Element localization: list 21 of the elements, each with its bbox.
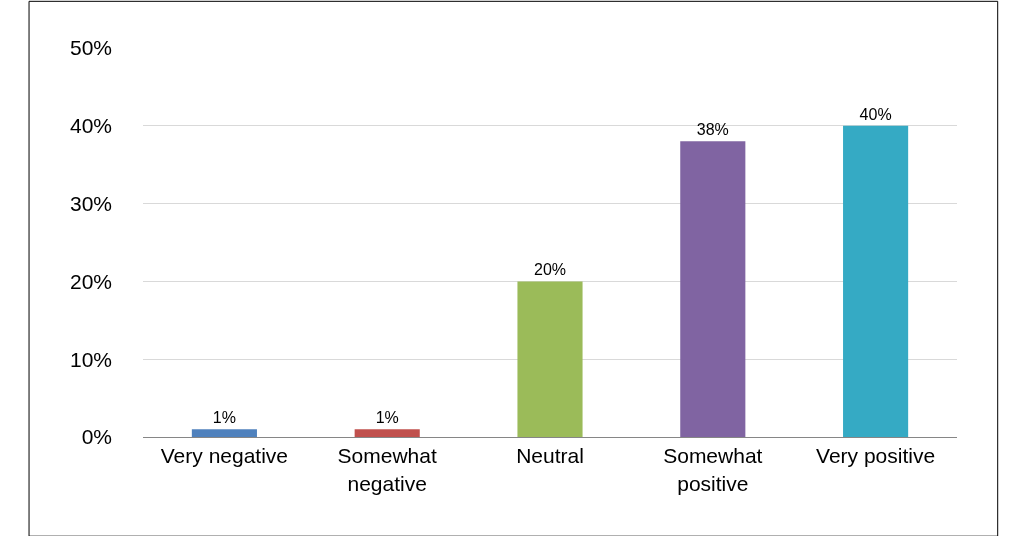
x-tick-label: Very negative [160,444,289,468]
data-label: 20% [533,261,567,279]
data-label: 1% [212,409,236,427]
data-label: 40% [859,105,892,123]
y-tick-label: 50% [69,36,112,60]
bar [191,429,257,437]
data-label: 1% [375,409,399,427]
x-tick-label: Neutral [516,444,584,468]
y-tick-label: 10% [69,347,112,371]
bar [517,281,583,437]
x-tick-label: Somewhat negative [337,444,437,495]
y-tick-label: 20% [69,269,112,293]
bar [680,141,746,437]
y-tick-label: 0% [81,425,112,449]
x-tick-label: Somewhat positive [663,444,763,495]
bar [843,125,909,437]
data-label: 38% [696,121,729,139]
y-tick-label: 30% [69,191,112,215]
bar [354,429,420,437]
y-tick-label: 40% [69,114,112,138]
x-tick-label: Very positive [816,444,936,468]
